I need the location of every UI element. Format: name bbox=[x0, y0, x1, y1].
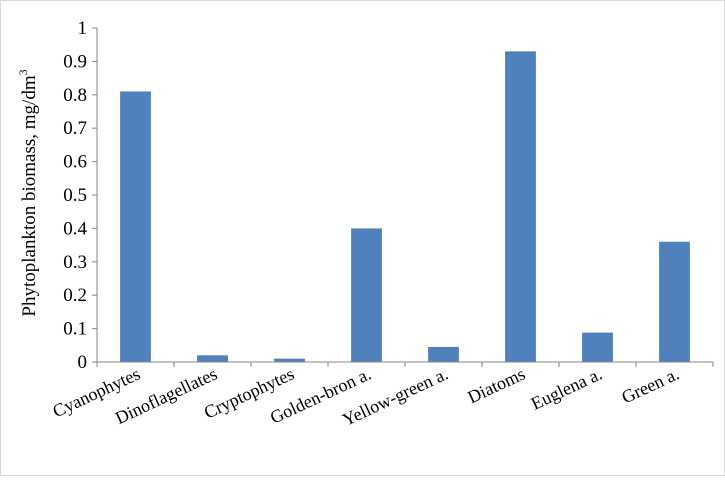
bar-diatoms bbox=[505, 51, 536, 362]
bar-dinoflagellates bbox=[197, 355, 228, 362]
category-labels: CyanophytesDinoflagellatesCryptophytesGo… bbox=[50, 363, 683, 429]
y-tick-label: 0 bbox=[78, 352, 88, 373]
bar-green-a bbox=[659, 241, 690, 362]
x-tick-marks bbox=[96, 362, 714, 367]
bar-cryptophytes bbox=[274, 358, 305, 362]
y-tick-label: 0.9 bbox=[63, 51, 87, 72]
y-tick-label: 0.6 bbox=[63, 152, 87, 173]
y-tick-label: 0.5 bbox=[63, 185, 87, 206]
bar-yellow-green-a bbox=[428, 346, 459, 362]
y-tick-marks bbox=[92, 27, 97, 363]
category-label: Diatoms bbox=[464, 363, 528, 407]
y-axis-label: Phytoplankton biomass, mg/dm3 bbox=[16, 69, 40, 316]
bar-cyanophytes bbox=[120, 91, 151, 363]
y-tick-label: 0.1 bbox=[63, 319, 87, 340]
y-tick-labels: 0 0.1 0.2 0.3 0.4 0.5 0.6 0.7 0.8 0.9 1 bbox=[63, 18, 87, 373]
y-tick-label: 1 bbox=[78, 18, 88, 39]
y-tick-label: 0.8 bbox=[63, 85, 87, 106]
y-tick-label: 0.7 bbox=[63, 118, 87, 139]
category-label: Green a. bbox=[618, 363, 682, 407]
y-tick-label: 0.3 bbox=[63, 252, 87, 273]
bars bbox=[120, 51, 690, 363]
bar-euglena-a bbox=[582, 332, 613, 362]
y-axis-label-superscript: 3 bbox=[16, 69, 30, 75]
y-tick-label: 0.4 bbox=[63, 218, 87, 239]
y-tick-label: 0.2 bbox=[63, 285, 87, 306]
bar-golden-bron-a bbox=[351, 228, 382, 362]
category-label: Euglena a. bbox=[528, 363, 605, 413]
